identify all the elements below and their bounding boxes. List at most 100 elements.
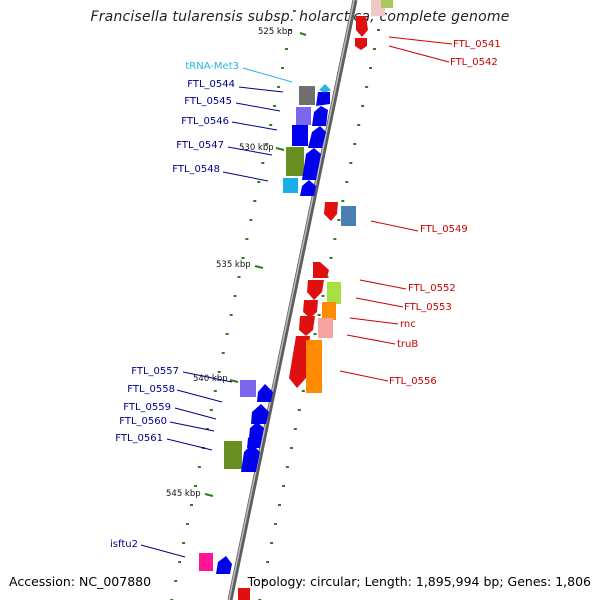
- kbp-label: 525 kbp: [258, 27, 293, 37]
- gene-arrow-ftl0545: [312, 106, 328, 126]
- gene-label-ftl0560: FTL_0560: [119, 416, 167, 427]
- ring-dot: [229, 314, 233, 316]
- ring-dot: [341, 200, 345, 202]
- ring-dot: [273, 105, 277, 107]
- ring-dot: [237, 276, 241, 278]
- gene-label-ftl0557: FTL_0557: [131, 366, 179, 377]
- ring-dot: [174, 580, 178, 582]
- ring-dot: [289, 447, 293, 449]
- gene-box-ftl0552: [327, 282, 341, 304]
- genome-title: Francisella tularensis subsp. holarctica…: [90, 9, 510, 25]
- gene-box-ftl0541b: [381, 0, 393, 8]
- ring-dot: [190, 504, 193, 506]
- ring-dot: [245, 238, 249, 240]
- ring-dot: [257, 181, 261, 183]
- ring-dot: [329, 257, 333, 259]
- ring-dot: [262, 580, 266, 582]
- ring-dot: [261, 162, 265, 164]
- ring-dot: [282, 485, 285, 487]
- gene-box-isftu2: [199, 553, 213, 571]
- ring-dot: [182, 542, 186, 544]
- gene-arrow-ftl0561: [241, 444, 260, 472]
- gene-arrow-ftl0560: [247, 432, 262, 448]
- ring-dot: [269, 124, 273, 126]
- gene-label-rnc: rnc: [400, 319, 416, 330]
- gene-label-ftl0547: FTL_0547: [176, 140, 224, 151]
- ring-dot: [209, 409, 213, 411]
- gene-label-ftl0552: FTL_0552: [408, 283, 456, 294]
- ring-dot: [274, 523, 277, 525]
- ring-dot: [265, 143, 269, 145]
- kbp-label: 545 kbp: [166, 489, 201, 499]
- ring-dot: [249, 219, 253, 221]
- gene-arrow-trub: [299, 316, 315, 336]
- gene-label-isftu2: isftu2: [110, 539, 138, 550]
- ring-dot: [289, 29, 292, 31]
- ring-dot: [301, 390, 305, 392]
- gene-label-ftl0553: FTL_0553: [404, 302, 452, 313]
- ring-dot: [281, 67, 284, 69]
- gene-box-ftl0546: [292, 125, 308, 146]
- gene-label-ftl0548: FTL_0548: [172, 164, 220, 175]
- gene-arrow-rnc: [303, 300, 318, 318]
- ring-dot: [357, 124, 361, 126]
- ring-dot: [233, 295, 237, 297]
- gene-arrow-ftl0558: [251, 404, 269, 424]
- ring-dot: [194, 485, 197, 487]
- ring-dot: [317, 314, 321, 316]
- ring-dot: [278, 504, 281, 506]
- gene-label-ftl0544: FTL_0544: [187, 79, 235, 90]
- gene-labels: FTL_0541 FTL_0542 tRNA-Met3 FTL_0544 FTL…: [110, 39, 501, 550]
- gene-box-ftl0547: [286, 147, 304, 176]
- gene-box-ftl0544: [299, 86, 315, 105]
- gene-arrow-ftl0541: [356, 16, 368, 37]
- ring-dot: [321, 295, 325, 297]
- gene-box-ftl0549: [341, 206, 356, 226]
- kbp-label: 540 kbp: [193, 374, 228, 384]
- gene-box-ftl0556: [306, 340, 322, 393]
- kbp-tick-labels: 525 kbp 530 kbp 535 kbp 540 kbp 545 kbp: [166, 27, 293, 499]
- gene-arrow-ftl0544: [316, 92, 330, 106]
- ring-dot: [270, 542, 274, 544]
- ring-dot: [292, 10, 296, 12]
- ring-dot: [217, 371, 221, 373]
- gene-label-ftl0542: FTL_0542: [450, 57, 498, 68]
- genome-backbone: [227, 0, 358, 600]
- gene-label-ftl0559: FTL_0559: [123, 402, 171, 413]
- gene-arrow-ftl0542: [355, 38, 367, 50]
- ring-dot: [186, 523, 189, 525]
- gene-features: [199, 0, 393, 600]
- gene-arrow-ftl0553: [307, 280, 324, 300]
- ring-dot: [285, 466, 289, 468]
- gene-box-ftl0548: [283, 178, 298, 193]
- ring-dot: [285, 48, 288, 50]
- ring-dot: [369, 67, 372, 69]
- ring-dot: [253, 200, 257, 202]
- gene-label-ftl0549: FTL_0549: [420, 224, 468, 235]
- gene-box-trub: [318, 318, 333, 338]
- ring-dot: [349, 162, 353, 164]
- ring-dot: [178, 561, 182, 563]
- gene-arrow-ftl0548: [300, 180, 316, 196]
- ring-dot: [225, 333, 229, 335]
- ring-dot: [205, 428, 209, 430]
- gene-arrow-ftl0546: [308, 126, 326, 148]
- gene-box-ftl0561: [224, 441, 242, 469]
- gene-arrow-ftl0552: [313, 262, 329, 278]
- kbp-label: 535 kbp: [216, 260, 251, 270]
- ring-dot: [277, 86, 281, 88]
- gene-arrow-ftl0557: [257, 384, 273, 402]
- gene-label-ftl0556: FTL_0556: [389, 376, 437, 387]
- gene-arrow-ftl0549: [324, 202, 338, 221]
- ring-dot: [377, 29, 380, 31]
- ring-dot: [361, 105, 365, 107]
- ring-dot: [266, 561, 270, 563]
- gene-label-trna-met3: tRNA-Met3: [185, 61, 239, 72]
- ring-dot: [353, 143, 357, 145]
- accession-text: Accession: NC_007880: [9, 574, 152, 589]
- kbp-label: 530 kbp: [239, 143, 274, 153]
- ring-dot: [365, 86, 369, 88]
- gene-arrow-isftu2: [216, 556, 232, 574]
- gene-box-rnc: [322, 302, 336, 320]
